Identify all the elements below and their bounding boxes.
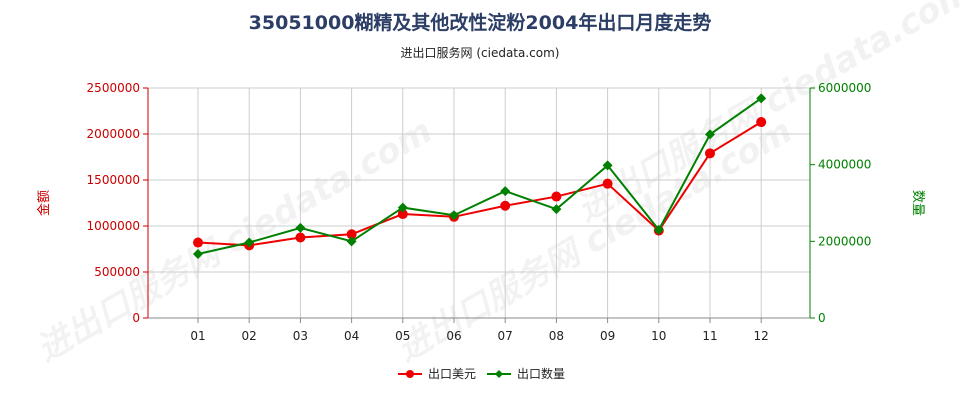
- x-axis-tick-label: 02: [242, 329, 257, 343]
- left-axis-tick-label: 2000000: [87, 127, 140, 141]
- left-axis-tick-label: 1500000: [87, 173, 140, 187]
- data-point-diamond: [653, 224, 664, 235]
- legend-marker-diamond: [495, 370, 503, 378]
- chart-subtitle: 进出口服务网 (ciedata.com): [400, 46, 560, 60]
- data-point-diamond: [551, 204, 562, 215]
- legend-label-1: 出口美元: [428, 367, 476, 381]
- data-point-diamond: [346, 236, 357, 247]
- data-point-diamond: [500, 186, 511, 197]
- legend-marker-circle: [406, 370, 414, 378]
- watermark-text: 进出口服务网 ciedata.com: [30, 111, 439, 370]
- x-axis-tick-label: 07: [498, 329, 513, 343]
- x-axis-tick-label: 05: [395, 329, 410, 343]
- data-point-circle: [705, 148, 715, 159]
- series-line-1: [197, 121, 762, 247]
- x-axis-tick-label: 10: [651, 329, 666, 343]
- data-point-circle: [756, 117, 767, 128]
- right-axis-tick-label: 4000000: [818, 158, 871, 172]
- series-line-2: [197, 97, 762, 255]
- data-point-circle: [295, 232, 306, 243]
- data-point-diamond: [193, 248, 203, 259]
- data-point-circle: [346, 229, 357, 240]
- right-axis-tick-label: 6000000: [818, 81, 871, 95]
- data-point-diamond: [397, 202, 408, 213]
- x-axis-tick-label: 09: [600, 329, 615, 343]
- x-axis-tick-label: 06: [446, 329, 461, 343]
- x-axis-tick-label: 01: [190, 329, 205, 343]
- watermark-text: 进出口服务网 ciedata.com: [570, 0, 960, 230]
- x-axis-tick-label: 03: [293, 329, 308, 343]
- legend: 出口美元 出口数量: [398, 366, 565, 381]
- legend-label-2: 出口数量: [517, 366, 565, 381]
- left-axis-tick-label: 0: [132, 311, 140, 325]
- x-axis-tick-label: 08: [549, 329, 564, 343]
- series-layer: [193, 93, 767, 259]
- data-point-diamond: [244, 237, 255, 248]
- data-point-circle: [551, 191, 562, 202]
- x-axis-tick-label: 12: [754, 329, 769, 343]
- chart-title: 35051000糊精及其他改性淀粉2004年出口月度走势: [248, 12, 712, 34]
- x-axis-tick-label: 04: [344, 329, 359, 343]
- data-point-circle: [602, 178, 613, 189]
- left-axis-tick-label: 1000000: [87, 219, 140, 233]
- data-point-circle: [193, 237, 203, 248]
- right-axis-tick-label: 0: [818, 311, 826, 325]
- x-axis-tick-label: 11: [702, 329, 717, 343]
- left-axis-tick-label: 500000: [94, 265, 140, 279]
- data-point-diamond: [756, 93, 767, 104]
- data-point-circle: [397, 209, 408, 220]
- data-point-diamond: [449, 210, 459, 221]
- left-axis-tick-label: 2500000: [87, 81, 140, 95]
- data-point-circle: [500, 200, 511, 211]
- right-axis-label: 数量: [910, 190, 925, 216]
- axes-layer: 05000001000000150000020000002500000金额020…: [36, 81, 925, 343]
- left-axis-label: 金额: [36, 190, 52, 216]
- data-point-diamond: [602, 160, 613, 171]
- right-axis-tick-label: 2000000: [818, 234, 871, 248]
- data-point-diamond: [705, 129, 715, 140]
- data-point-diamond: [295, 222, 306, 233]
